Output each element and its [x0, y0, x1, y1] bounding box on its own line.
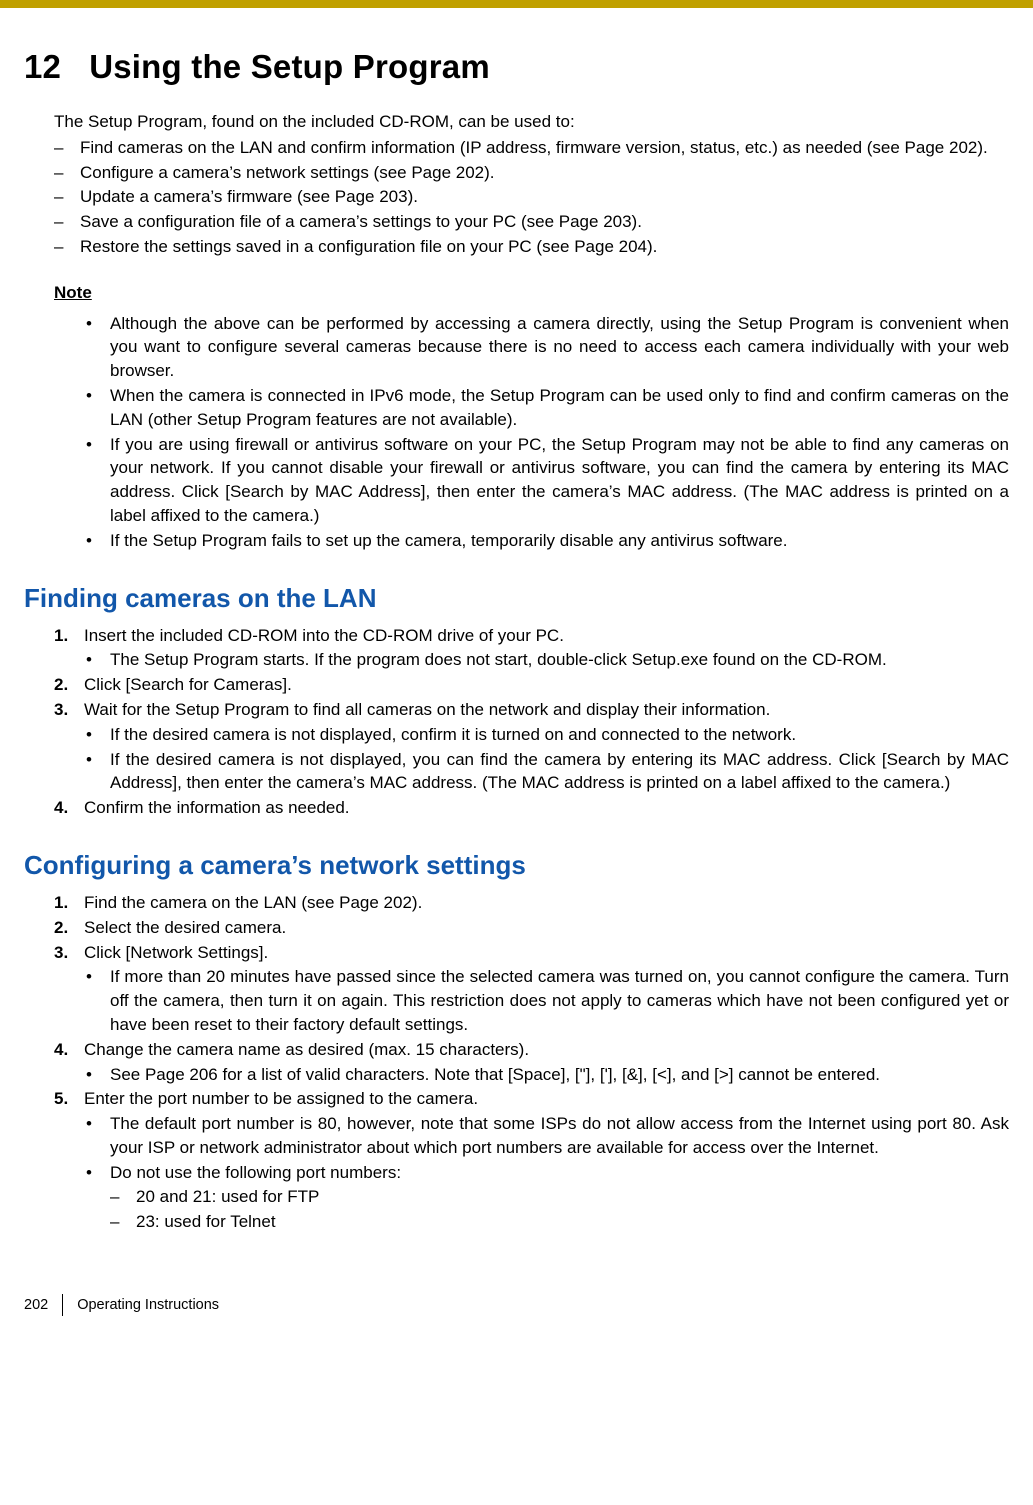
step-subdash: 20 and 21: used for FTP23: used for Teln…	[110, 1185, 1009, 1234]
step-bullets: If more than 20 minutes have passed sinc…	[84, 965, 1009, 1036]
step-item: 5. Enter the port number to be assigned t…	[54, 1087, 1009, 1234]
step-item: 3. Wait for the Setup Program to find all…	[54, 698, 1009, 795]
step-item: 1. Find the camera on the LAN (see Page 2…	[54, 891, 1009, 915]
step-number: 4.	[54, 1038, 68, 1062]
footer-separator	[62, 1294, 63, 1316]
step-text: Confirm the information as needed.	[84, 798, 350, 817]
step-subdash-item: 23: used for Telnet	[110, 1210, 1009, 1234]
note-label: Note	[54, 281, 92, 305]
finding-steps: 1. Insert the included CD-ROM into the CD…	[54, 624, 1009, 820]
page-number: 202	[24, 1297, 62, 1313]
step-bullet: The default port number is 80, however, …	[84, 1112, 1009, 1160]
step-bullets: See Page 206 for a list of valid charact…	[84, 1063, 1009, 1087]
step-text: Click [Network Settings].	[84, 943, 268, 962]
intro-list: Find cameras on the LAN and confirm info…	[54, 136, 1009, 259]
step-number: 3.	[54, 698, 68, 722]
step-number: 3.	[54, 941, 68, 965]
configuring-steps: 1. Find the camera on the LAN (see Page 2…	[54, 891, 1009, 1234]
chapter-number: 12	[24, 48, 61, 85]
step-text: Change the camera name as desired (max. …	[84, 1040, 529, 1059]
step-text: Enter the port number to be assigned to …	[84, 1089, 478, 1108]
step-bullets: If the desired camera is not displayed, …	[84, 723, 1009, 795]
page-root: 12 Using the Setup Program The Setup Pro…	[0, 0, 1033, 1356]
step-bullet: The Setup Program starts. If the program…	[84, 648, 1009, 672]
intro-item: Restore the settings saved in a configur…	[54, 235, 1009, 259]
step-bullets: The default port number is 80, however, …	[84, 1112, 1009, 1234]
step-subdash-item: 20 and 21: used for FTP	[110, 1185, 1009, 1209]
step-bullet: If the desired camera is not displayed, …	[84, 723, 1009, 747]
step-number: 2.	[54, 673, 68, 697]
step-bullet: If the desired camera is not displayed, …	[84, 748, 1009, 796]
intro-lead: The Setup Program, found on the included…	[54, 110, 1009, 134]
step-bullet: If more than 20 minutes have passed sinc…	[84, 965, 1009, 1036]
step-item: 4. Change the camera name as desired (max…	[54, 1038, 1009, 1087]
section-heading-finding: Finding cameras on the LAN	[24, 583, 1009, 614]
step-bullets: The Setup Program starts. If the program…	[84, 648, 1009, 672]
intro-item: Update a camera’s firmware (see Page 203…	[54, 185, 1009, 209]
page-content: 12 Using the Setup Program The Setup Pro…	[0, 8, 1033, 1234]
step-number: 4.	[54, 796, 68, 820]
step-bullet: See Page 206 for a list of valid charact…	[84, 1063, 1009, 1087]
step-text: Wait for the Setup Program to find all c…	[84, 700, 770, 719]
section-heading-configuring: Configuring a camera’s network settings	[24, 850, 1009, 881]
intro-block: The Setup Program, found on the included…	[54, 110, 1009, 259]
intro-item: Find cameras on the LAN and confirm info…	[54, 136, 1009, 160]
intro-item: Save a configuration file of a camera’s …	[54, 210, 1009, 234]
note-item: If you are using firewall or antivirus s…	[84, 433, 1009, 528]
step-text: Click [Search for Cameras].	[84, 675, 292, 694]
step-item: 4. Confirm the information as needed.	[54, 796, 1009, 820]
step-number: 2.	[54, 916, 68, 940]
note-block: Note Although the above can be performed…	[54, 281, 1009, 553]
step-text: Find the camera on the LAN (see Page 202…	[84, 893, 422, 912]
step-item: 1. Insert the included CD-ROM into the CD…	[54, 624, 1009, 673]
step-text: Insert the included CD-ROM into the CD-R…	[84, 626, 564, 645]
chapter-heading: 12 Using the Setup Program	[24, 48, 1009, 86]
step-item: 2. Select the desired camera.	[54, 916, 1009, 940]
note-list: Although the above can be performed by a…	[84, 312, 1009, 553]
note-item: If the Setup Program fails to set up the…	[84, 529, 1009, 553]
note-item: Although the above can be performed by a…	[84, 312, 1009, 383]
step-item: 2. Click [Search for Cameras].	[54, 673, 1009, 697]
step-bullet: Do not use the following port numbers:20…	[84, 1161, 1009, 1234]
step-number: 1.	[54, 891, 68, 915]
step-number: 5.	[54, 1087, 68, 1111]
doc-title: Operating Instructions	[77, 1297, 219, 1313]
step-text: Select the desired camera.	[84, 918, 286, 937]
step-item: 3. Click [Network Settings]. If more than …	[54, 941, 1009, 1037]
page-footer: 202 Operating Instructions	[0, 1294, 1033, 1316]
intro-item: Configure a camera’s network settings (s…	[54, 161, 1009, 185]
header-accent-bar	[0, 0, 1033, 8]
step-number: 1.	[54, 624, 68, 648]
chapter-title: Using the Setup Program	[89, 48, 490, 85]
note-item: When the camera is connected in IPv6 mod…	[84, 384, 1009, 432]
